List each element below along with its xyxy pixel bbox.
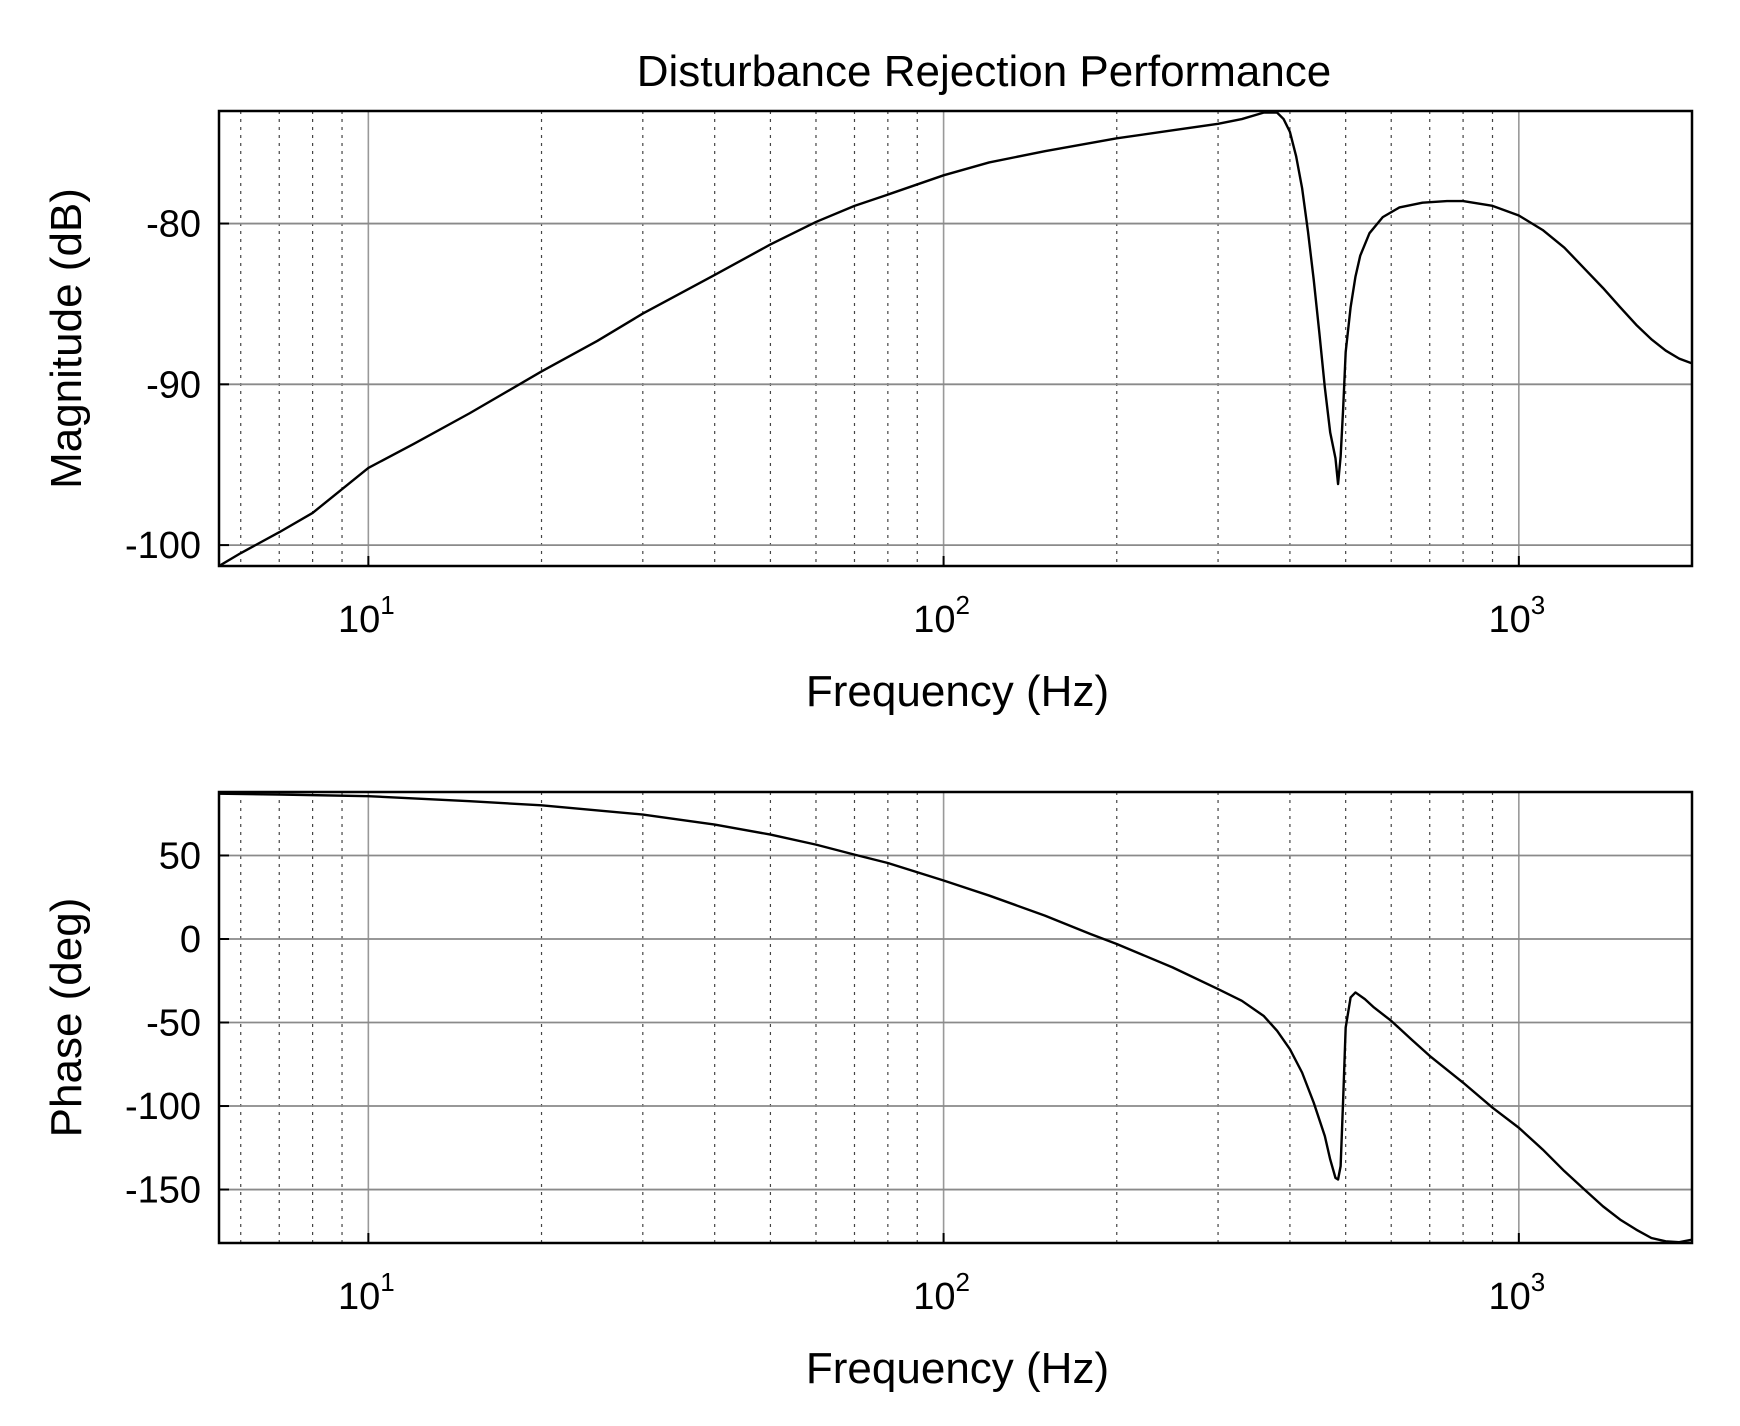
magnitude-series-line [219,111,1692,566]
magnitude-plot: -80 -90 -100 101 102 103 Frequency (Hz) Magn… [42,109,1694,716]
magnitude-x-ticks: 101 102 103 [338,556,1545,641]
phase-y-axis-label: Phase (deg) [42,898,91,1138]
phase-y-tick-label: -50 [146,1003,201,1045]
phase-y-tick-label: -150 [125,1170,201,1212]
magnitude-grid [219,111,1692,566]
phase-series [219,792,1692,1243]
phase-plot: 500-50-100-150 101 102 103 Frequency (Hz) … [42,790,1694,1393]
magnitude-x-tick-label: 101 [338,590,395,641]
phase-x-tick-label: 103 [1488,1267,1545,1318]
phase-x-tick-label: 102 [913,1267,970,1318]
magnitude-series [219,111,1692,566]
magnitude-y-axis-label: Magnitude (dB) [42,188,91,489]
phase-x-ticks: 101 102 103 [338,1233,1545,1318]
magnitude-x-axis-label: Frequency (Hz) [806,667,1109,716]
phase-series-line [219,792,1692,1243]
phase-grid [219,792,1692,1243]
magnitude-plot-frame [217,109,1694,568]
magnitude-y-tick-label: -90 [146,364,201,406]
phase-plot-frame [217,790,1694,1245]
chart-title: Disturbance Rejection Performance [637,47,1332,96]
phase-y-tick-label: 50 [159,835,201,877]
magnitude-y-tick-label: -80 [146,204,201,246]
magnitude-x-tick-label: 103 [1488,590,1545,641]
phase-y-tick-label: 0 [180,919,201,961]
phase-x-axis-label: Frequency (Hz) [806,1344,1109,1393]
magnitude-x-tick-label: 102 [913,590,970,641]
magnitude-y-tick-label: -100 [125,525,201,567]
phase-y-tick-label: -100 [125,1086,201,1128]
magnitude-y-ticks: -80 -90 -100 [125,204,229,567]
phase-x-tick-label: 101 [338,1267,395,1318]
phase-y-ticks: 50 0 -50 -100 -150 [125,835,229,1212]
